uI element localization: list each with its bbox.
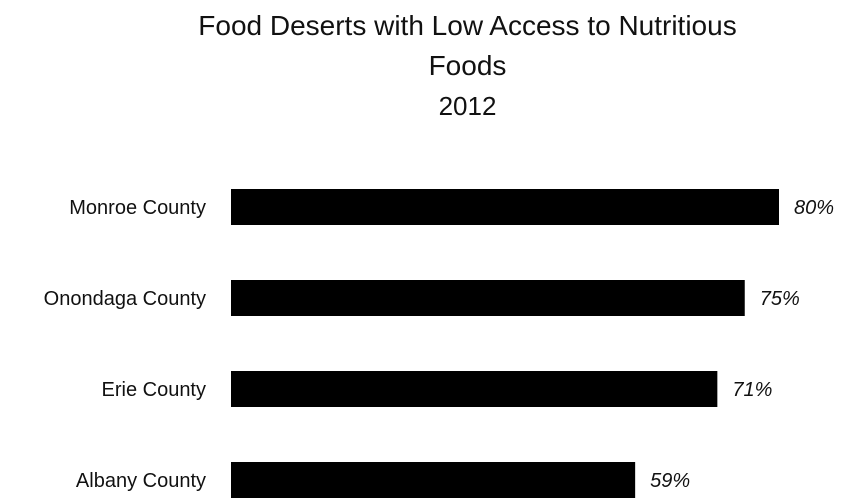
chart-title-line-2: Foods (428, 50, 507, 81)
bar (231, 280, 745, 316)
category-label: Albany County (76, 470, 206, 492)
data-label: 59% (650, 470, 690, 492)
bar (231, 462, 636, 498)
chart-title-line-1: Food Deserts with Low Access to Nutritio… (198, 10, 737, 41)
bar (231, 371, 718, 407)
category-label: Monroe County (69, 197, 206, 219)
bar (231, 189, 779, 225)
data-label: 71% (732, 379, 772, 401)
data-label: 75% (760, 288, 800, 310)
chart-subtitle: 2012 (438, 91, 497, 121)
chart-title-block: Food Deserts with Low Access to Nutritio… (0, 6, 843, 124)
category-label: Erie County (102, 379, 207, 401)
data-label: 80% (794, 197, 834, 219)
category-label: Onondaga County (44, 288, 206, 310)
